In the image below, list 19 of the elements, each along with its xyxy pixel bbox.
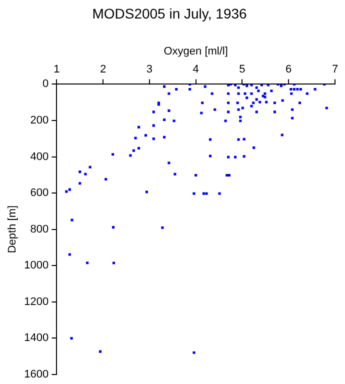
y-tick-label: 1200 bbox=[24, 296, 49, 308]
x-axis-title: Oxygen [ml/l] bbox=[164, 45, 228, 58]
x-tick-label: 3 bbox=[146, 64, 153, 76]
x-tick-label: 5 bbox=[239, 64, 246, 76]
y-tick-label: 200 bbox=[30, 114, 49, 127]
y-tick-label: 600 bbox=[30, 187, 49, 200]
x-tick-label: 6 bbox=[286, 64, 292, 76]
y-axis-title: Depth [m] bbox=[6, 205, 19, 254]
chart-title: MODS2005 in July, 1936 bbox=[92, 5, 248, 22]
y-tick-label: 1600 bbox=[24, 368, 49, 380]
y-tick-label: 0 bbox=[42, 78, 49, 90]
y-tick-label: 1000 bbox=[24, 260, 49, 272]
x-tick-label: 7 bbox=[332, 64, 338, 76]
y-tick-label: 800 bbox=[30, 223, 49, 236]
y-tick-label: 400 bbox=[30, 150, 49, 163]
x-tick-label: 1 bbox=[54, 64, 60, 76]
x-tick-label: 4 bbox=[192, 64, 199, 76]
x-tick-label: 2 bbox=[100, 64, 106, 76]
y-tick-label: 1400 bbox=[24, 332, 49, 344]
